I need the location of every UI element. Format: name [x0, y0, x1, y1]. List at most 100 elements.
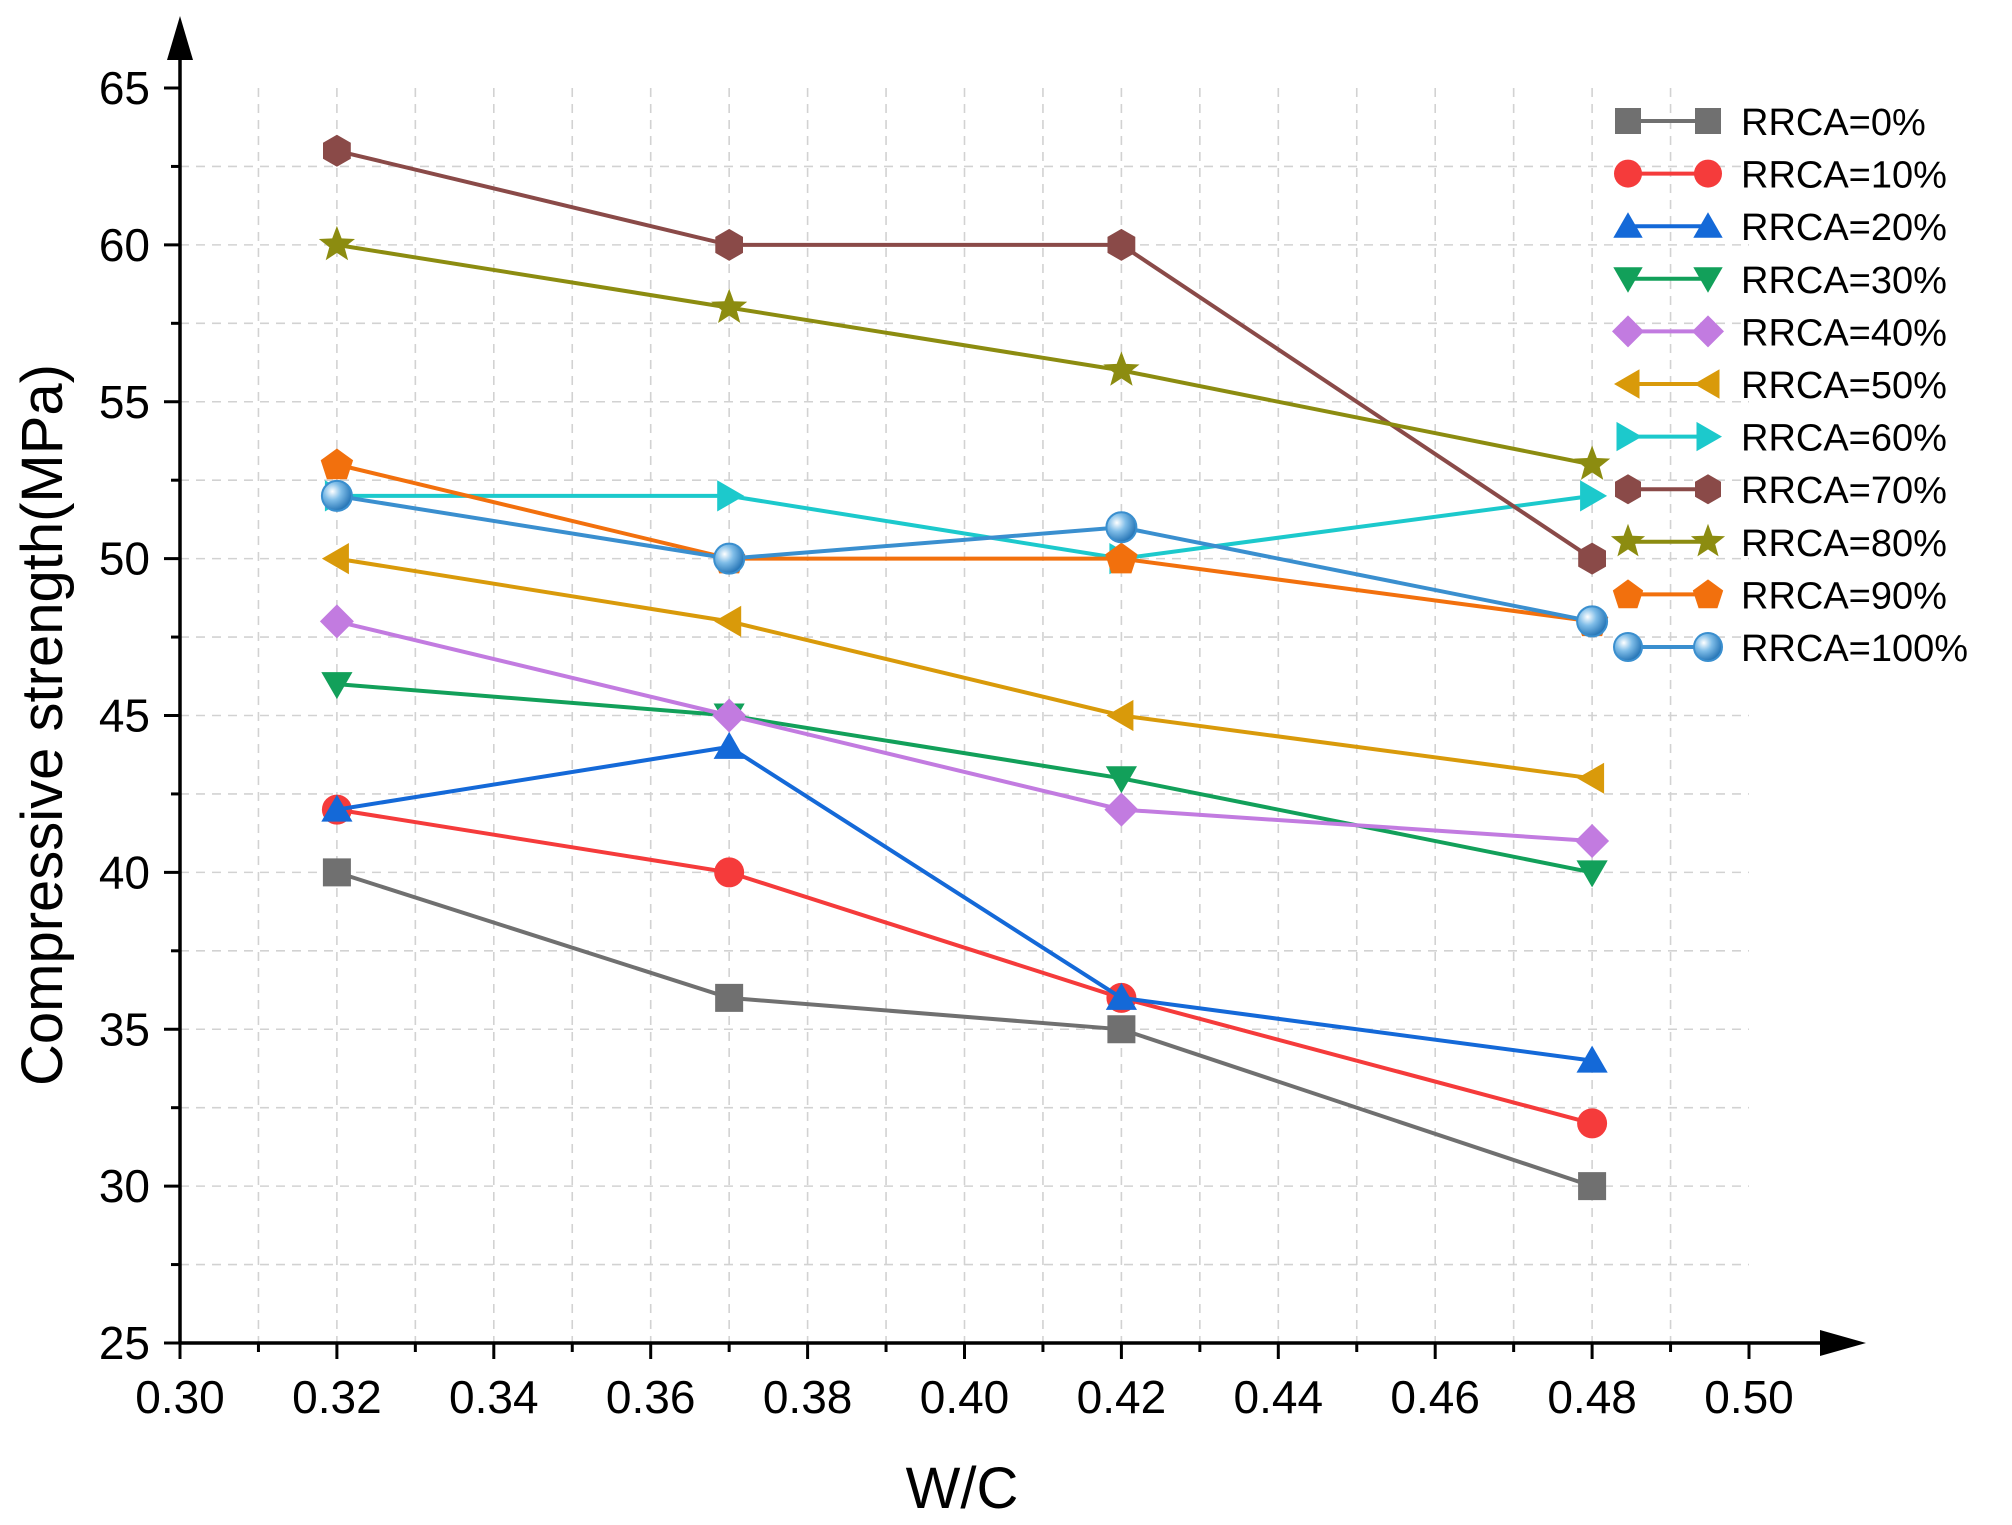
- legend-label: RRCA=80%: [1741, 523, 1947, 565]
- legend-marker: [1615, 108, 1641, 134]
- x-tick-label: 0.30: [135, 1371, 225, 1423]
- legend-marker: [1693, 212, 1723, 238]
- y-tick-label: 55: [99, 376, 150, 428]
- data-point: [1574, 445, 1611, 480]
- legend-item: RRCA=90%: [1612, 575, 1947, 617]
- data-point: [714, 857, 745, 888]
- legend-item: RRCA=100%: [1613, 628, 1968, 670]
- series-rrca-50-: [321, 543, 1605, 794]
- series-rrca-20-: [321, 731, 1608, 1073]
- legend-marker: [1612, 579, 1644, 609]
- legend-marker: [1694, 159, 1722, 188]
- data-point: [1576, 860, 1608, 888]
- legend-marker: [1693, 267, 1723, 293]
- data-point: [321, 672, 353, 700]
- data-point: [713, 731, 745, 759]
- legend-marker: [1616, 421, 1642, 452]
- series-rrca-40-: [319, 604, 1610, 858]
- x-tick-label: 0.50: [1704, 1371, 1794, 1423]
- legend-item: RRCA=70%: [1615, 470, 1947, 512]
- legend-marker: [1695, 108, 1721, 134]
- legend-label: RRCA=90%: [1741, 575, 1947, 617]
- legend-marker: [1613, 267, 1643, 293]
- legend-marker: [1692, 579, 1724, 609]
- legend-marker: [1610, 523, 1646, 557]
- series-line: [336, 744, 1593, 1063]
- y-axis-arrow: [167, 16, 193, 60]
- legend-label: RRCA=60%: [1741, 418, 1947, 460]
- series-rrca-70-: [323, 134, 1606, 575]
- series-layer: [318, 134, 1611, 1201]
- series-rrca-0-: [322, 858, 1607, 1201]
- data-point: [322, 858, 351, 887]
- data-point: [1576, 605, 1609, 638]
- x-tick-label: 0.42: [1077, 1371, 1167, 1423]
- y-tick-label: 40: [99, 846, 150, 898]
- data-point: [320, 479, 353, 512]
- data-point: [321, 794, 353, 822]
- legend-marker: [1695, 474, 1721, 505]
- legend-marker: [1696, 421, 1722, 452]
- x-tick-label: 0.32: [292, 1371, 382, 1423]
- legend-marker: [1613, 212, 1643, 238]
- y-tick-label: 35: [99, 1003, 150, 1055]
- legend-marker: [1693, 632, 1723, 662]
- data-point: [319, 604, 354, 639]
- legend-item: RRCA=40%: [1612, 312, 1947, 354]
- legend-item: RRCA=20%: [1613, 207, 1947, 249]
- y-tick-label: 65: [99, 62, 150, 114]
- series-rrca-100-: [320, 479, 1609, 638]
- legend-label: RRCA=50%: [1741, 365, 1947, 407]
- legend-item: RRCA=0%: [1615, 102, 1926, 144]
- series-rrca-80-: [318, 225, 1611, 480]
- legend-marker: [1692, 315, 1724, 348]
- legend-label: RRCA=40%: [1741, 312, 1947, 354]
- legend-marker: [1690, 523, 1726, 557]
- data-point: [715, 983, 744, 1012]
- legend-marker: [1614, 369, 1640, 399]
- x-tick-label: 0.36: [606, 1371, 696, 1423]
- legend-label: RRCA=0%: [1741, 102, 1926, 144]
- series-line: [336, 148, 1594, 561]
- series-line: [336, 807, 1593, 1126]
- data-point: [1578, 542, 1606, 575]
- legend-label: RRCA=10%: [1741, 155, 1947, 197]
- x-tick-label: 0.44: [1234, 1371, 1324, 1423]
- legend-marker: [1615, 474, 1641, 505]
- legend-label: RRCA=100%: [1741, 628, 1968, 670]
- series-line: [336, 556, 1593, 781]
- y-tick-label: 60: [99, 219, 150, 271]
- grid-layer: [180, 88, 1749, 1343]
- x-tick-label: 0.34: [449, 1371, 539, 1423]
- data-point: [1104, 792, 1139, 827]
- data-point: [1578, 1172, 1607, 1201]
- data-point: [1107, 228, 1136, 261]
- legend-label: RRCA=20%: [1741, 207, 1947, 249]
- legend-item: RRCA=60%: [1616, 418, 1947, 460]
- x-axis-arrow: [1820, 1330, 1866, 1356]
- data-point: [1107, 1015, 1136, 1044]
- data-point: [717, 480, 745, 512]
- legend-label: RRCA=30%: [1741, 260, 1947, 302]
- legend-marker: [1612, 315, 1644, 348]
- data-point: [320, 448, 354, 480]
- legend-item: RRCA=80%: [1610, 523, 1947, 565]
- legend-item: RRCA=50%: [1614, 365, 1947, 407]
- data-point: [713, 542, 746, 575]
- legend-item: RRCA=10%: [1614, 155, 1947, 197]
- data-point: [1105, 766, 1137, 794]
- data-point: [714, 605, 742, 637]
- data-point: [1103, 351, 1140, 386]
- legend-marker: [1694, 369, 1720, 399]
- legend: RRCA=0% RRCA=10% RRCA=20% RRCA=30% RRCA=40% R…: [1610, 102, 1968, 670]
- data-point: [715, 228, 743, 261]
- x-tick-label: 0.48: [1547, 1371, 1637, 1423]
- y-tick-label: 25: [99, 1317, 150, 1369]
- legend-marker: [1613, 632, 1643, 662]
- data-point: [1577, 1108, 1608, 1139]
- y-axis-title: Compressive strength(MPa): [10, 364, 75, 1086]
- data-point: [323, 134, 351, 167]
- data-point: [1575, 824, 1610, 858]
